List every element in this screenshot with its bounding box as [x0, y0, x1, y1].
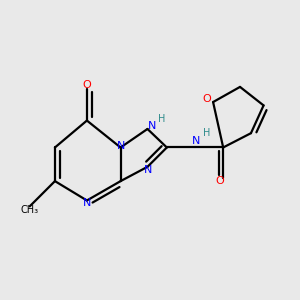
Text: N: N: [144, 165, 152, 175]
Text: H: H: [158, 114, 166, 124]
Text: N: N: [117, 141, 126, 151]
Text: H: H: [203, 128, 210, 138]
Text: O: O: [202, 94, 211, 104]
Text: N: N: [148, 121, 156, 130]
Text: CH₃: CH₃: [21, 205, 39, 215]
Text: N: N: [192, 136, 200, 146]
Text: O: O: [82, 80, 91, 90]
Text: N: N: [83, 198, 91, 208]
Text: O: O: [215, 176, 224, 186]
